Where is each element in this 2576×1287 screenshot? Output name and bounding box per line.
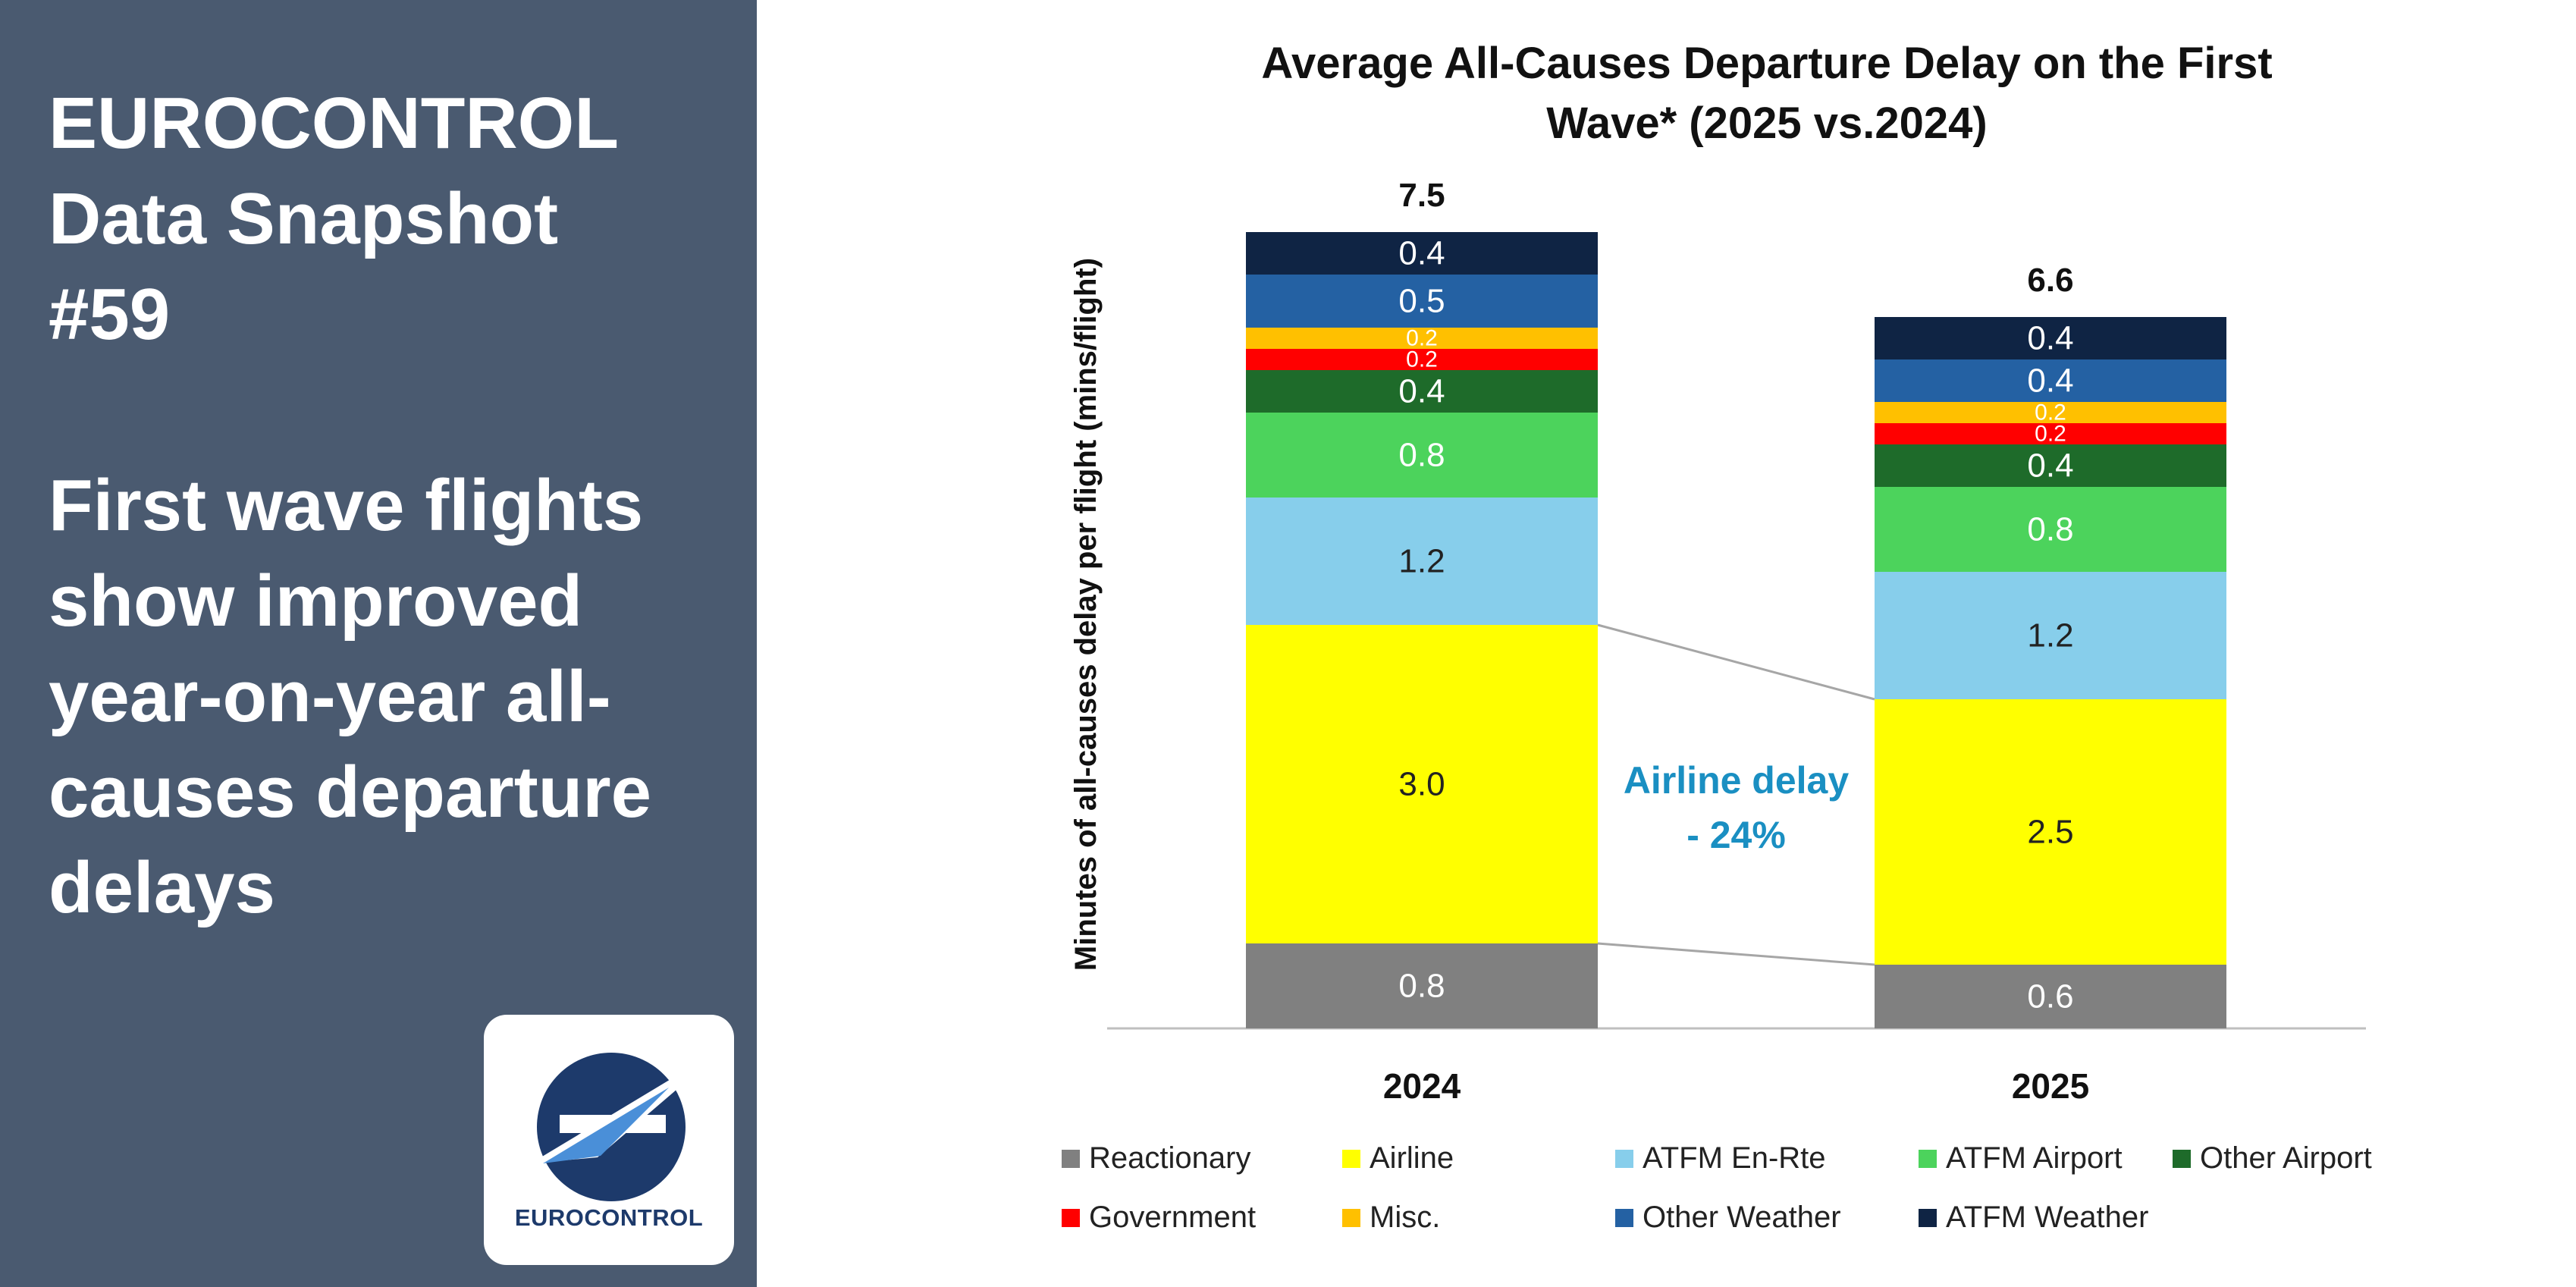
legend-swatch [2173, 1149, 2191, 1168]
bar-value-label: 0.8 [1398, 437, 1445, 474]
bar-segment-other-weather-2024 [1246, 275, 1598, 328]
bar-value-label: 0.6 [2027, 978, 2073, 1015]
bar-segment-other-airport-2025 [1875, 444, 2226, 487]
bar-segment-airline-2025 [1875, 699, 2226, 965]
subheadline-line: delays [49, 847, 275, 928]
bar-segment-other-weather-2025 [1875, 359, 2226, 402]
eurocontrol-logo: EUROCONTROL [484, 1015, 734, 1265]
bar-value-label: 1.2 [2027, 617, 2073, 654]
bar-value-label: 0.2 [1406, 326, 1438, 351]
legend-swatch [1342, 1149, 1360, 1168]
bars-group: 0.83.01.20.80.40.20.20.50.47.520240.62.5… [1246, 177, 2226, 1106]
bar-segment-atfm-en-rte-2024 [1246, 498, 1598, 625]
legend-item: Airline [1342, 1141, 1454, 1176]
legend-label: Other Airport [2200, 1141, 2372, 1175]
subheadline-line: First wave flights [49, 465, 644, 546]
connector-line-bottom [1597, 942, 1875, 966]
airline-annotation: Airline delay - 24% [1601, 736, 1872, 895]
x-tick-label: 2024 [1383, 1066, 1461, 1106]
connector-line-top [1597, 623, 1875, 701]
headline-line: EUROCONTROL [49, 83, 619, 164]
legend-label: Government [1089, 1201, 1257, 1234]
bar-segment-atfm-weather-2024 [1246, 232, 1598, 275]
bar-value-label: 0.4 [2027, 363, 2073, 400]
legend-swatch [1342, 1208, 1360, 1227]
legend-label: Other Weather [1643, 1201, 1841, 1234]
sidebar-panel: EUROCONTROL Data Snapshot #59 First wave… [0, 0, 757, 1287]
legend-swatch [1062, 1208, 1080, 1227]
legend-item: ATFM Airport [1919, 1141, 2123, 1176]
legend-swatch [1615, 1208, 1633, 1227]
bar-total-label: 7.5 [1398, 177, 1445, 214]
legend-label: ATFM Airport [1946, 1141, 2123, 1175]
bar-segment-government-2024 [1246, 349, 1598, 370]
annotation-backdrop [1601, 736, 1872, 895]
subheadline-line: causes departure [49, 752, 652, 833]
bar-segment-atfm-airport-2024 [1246, 413, 1598, 498]
bar-segment-other-airport-2024 [1246, 370, 1598, 413]
legend-item: ATFM En-Rte [1615, 1141, 1826, 1176]
bar-value-label: 0.5 [1398, 283, 1445, 320]
bar-value-label: 0.8 [2027, 511, 2073, 548]
legend-label: ATFM Weather [1946, 1201, 2149, 1234]
bar-segment-government-2025 [1875, 423, 2226, 444]
subheadline-line: year-on-year all- [49, 656, 611, 737]
bar-value-label: 1.2 [1398, 543, 1445, 580]
bar-segment-atfm-en-rte-2025 [1875, 572, 2226, 699]
bar-segment-atfm-airport-2025 [1875, 487, 2226, 572]
chart-title-line-1: Average All-Causes Departure Delay on th… [1261, 39, 2272, 88]
bar-segment-misc--2025 [1875, 402, 2226, 423]
eurocontrol-emblem-icon [531, 1053, 686, 1201]
bar-segment-misc--2024 [1246, 328, 1598, 349]
chart-legend: Reactionary Airline ATFM En-Rte ATFM Airpor… [1062, 1141, 2502, 1248]
bar-value-label: 0.4 [1398, 373, 1445, 410]
bar-segment-reactionary-2024 [1246, 943, 1598, 1028]
legend-swatch [1062, 1149, 1080, 1168]
bar-value-label: 3.0 [1398, 766, 1445, 803]
legend-item: Other Airport [2173, 1141, 2372, 1176]
subheadline-line: show improved [49, 560, 583, 642]
legend-swatch [1615, 1149, 1633, 1168]
headline: EUROCONTROL Data Snapshot #59 First wave… [49, 76, 731, 936]
y-axis-label: Minutes of all-causes delay per flight (… [1069, 258, 1103, 971]
legend-item: Reactionary [1062, 1141, 1250, 1176]
legend-swatch [1919, 1149, 1937, 1168]
x-tick-label: 2025 [2012, 1066, 2089, 1106]
airline-connector-lines [1597, 623, 1875, 966]
headline-line: #59 [49, 274, 171, 355]
bar-value-label: 0.2 [1406, 347, 1438, 372]
legend-item: Other Weather [1615, 1201, 1841, 1235]
legend-item: ATFM Weather [1919, 1201, 2148, 1235]
headline-line: Data Snapshot [49, 178, 559, 259]
legend-label: ATFM En-Rte [1643, 1141, 1826, 1175]
bar-value-label: 0.4 [2027, 320, 2073, 357]
annotation-line: Airline delay [1624, 759, 1850, 802]
bar-segment-airline-2024 [1246, 625, 1598, 943]
legend-label: Airline [1370, 1141, 1454, 1175]
bar-value-label: 0.2 [2035, 400, 2066, 425]
legend-swatch [1919, 1208, 1937, 1227]
chart-title-line-2: Wave* (2025 vs.2024) [1546, 99, 1987, 148]
legend-label: Misc. [1370, 1201, 1441, 1234]
bar-value-label: 2.5 [2027, 814, 2073, 851]
bar-segment-reactionary-2025 [1875, 965, 2226, 1028]
bar-value-label: 0.8 [1398, 968, 1445, 1005]
bar-total-label: 6.6 [2027, 262, 2073, 299]
annotation-line: - 24% [1686, 814, 1786, 856]
logo-text: EUROCONTROL [514, 1204, 704, 1231]
bar-value-label: 0.2 [2035, 422, 2066, 447]
legend-label: Reactionary [1089, 1141, 1251, 1175]
legend-item: Government [1062, 1201, 1256, 1235]
bar-segment-atfm-weather-2025 [1875, 317, 2226, 359]
bar-value-label: 0.4 [1398, 235, 1445, 272]
bar-value-label: 0.4 [2027, 447, 2073, 485]
legend-item: Misc. [1342, 1201, 1440, 1235]
